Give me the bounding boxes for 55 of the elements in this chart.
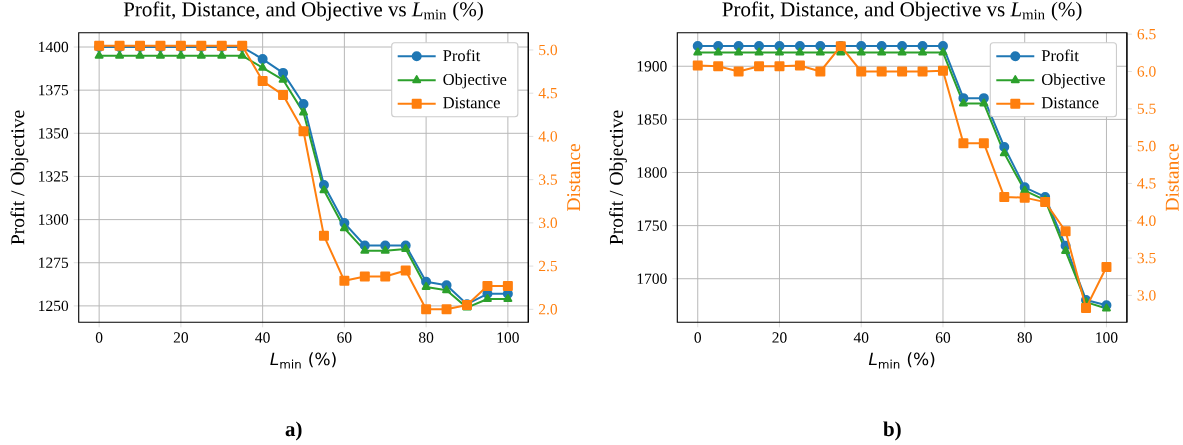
y-axis-title: Profit / Objective [609, 110, 627, 245]
x-tick-label: 100 [497, 332, 519, 343]
y2-tick-label: 5.5 [1137, 103, 1156, 114]
y2-tick-label: 6.0 [1137, 66, 1156, 77]
legend-label: Objective [443, 73, 507, 89]
y-tick-label: 1400 [39, 41, 69, 53]
y2-tick-label: 3.5 [1137, 252, 1156, 264]
y2-axis-title: Distance [567, 144, 581, 212]
y-tick-label: 1750 [637, 220, 667, 231]
legend-label: Distance [443, 97, 500, 109]
y2-tick-label: 3.5 [539, 174, 558, 185]
y-tick-label: 1250 [39, 300, 69, 312]
y-tick-label: 1900 [637, 61, 667, 72]
legend-label: Distance [1041, 97, 1099, 109]
x-tick-label: 60 [935, 332, 951, 343]
y2-tick-label: 4.5 [538, 87, 558, 99]
y-tick-label: 1800 [637, 167, 667, 178]
y-tick-label: 1350 [39, 128, 69, 139]
y2-tick-label: 4.0 [538, 131, 558, 142]
y-tick-label: 1325 [39, 171, 69, 182]
y2-tick-label: 4.5 [1137, 178, 1156, 189]
y2-axis-title: Distance [1165, 144, 1179, 212]
x-tick-label: 100 [1096, 332, 1118, 343]
legend-label: Objective [1041, 73, 1105, 89]
y-tick-label: 1375 [39, 84, 69, 96]
x-tick-label: 60 [337, 332, 352, 343]
y2-tick-label: 3.0 [1137, 290, 1156, 301]
x-tick-label: 0 [95, 332, 103, 343]
y-tick-label: 1275 [39, 257, 69, 268]
y2-tick-label: 5.0 [1137, 140, 1156, 152]
legend-label: Profit [443, 49, 481, 62]
x-tick-label: 80 [1017, 332, 1032, 343]
x-tick-label: 20 [772, 332, 787, 343]
y2-tick-label: 2.0 [538, 304, 558, 315]
text: a) [285, 421, 302, 441]
text: b) [883, 421, 901, 441]
legend-label: Profit [1041, 49, 1079, 62]
y2-tick-label: 3.0 [539, 217, 558, 229]
chart-title: Profit, Distance, and Objective vs L$_{min}$ (%) [722, 1, 1082, 21]
x-axis-title: L$_{min}$ (%) [270, 352, 336, 369]
y2-tick-label: 6.5 [1137, 28, 1156, 40]
x-tick-label: 0 [694, 332, 702, 343]
x-axis-title: L$_{min}$ (%) [868, 352, 935, 369]
y2-tick-label: 5.0 [539, 44, 558, 56]
x-tick-label: 40 [853, 332, 869, 343]
x-tick-label: 80 [418, 332, 434, 343]
y2-tick-label: 4.0 [1137, 215, 1156, 227]
y-axis-title: Profit / Objective [10, 110, 29, 245]
y-tick-label: 1300 [39, 214, 69, 225]
y2-tick-label: 2.5 [538, 260, 558, 272]
x-tick-label: 20 [173, 332, 189, 343]
y-tick-label: 1850 [637, 114, 667, 125]
x-tick-label: 40 [255, 332, 270, 343]
y-tick-label: 1700 [637, 273, 667, 284]
chart-title: Profit, Distance, and Objective vs L$_{min}$ (%) [123, 1, 483, 21]
